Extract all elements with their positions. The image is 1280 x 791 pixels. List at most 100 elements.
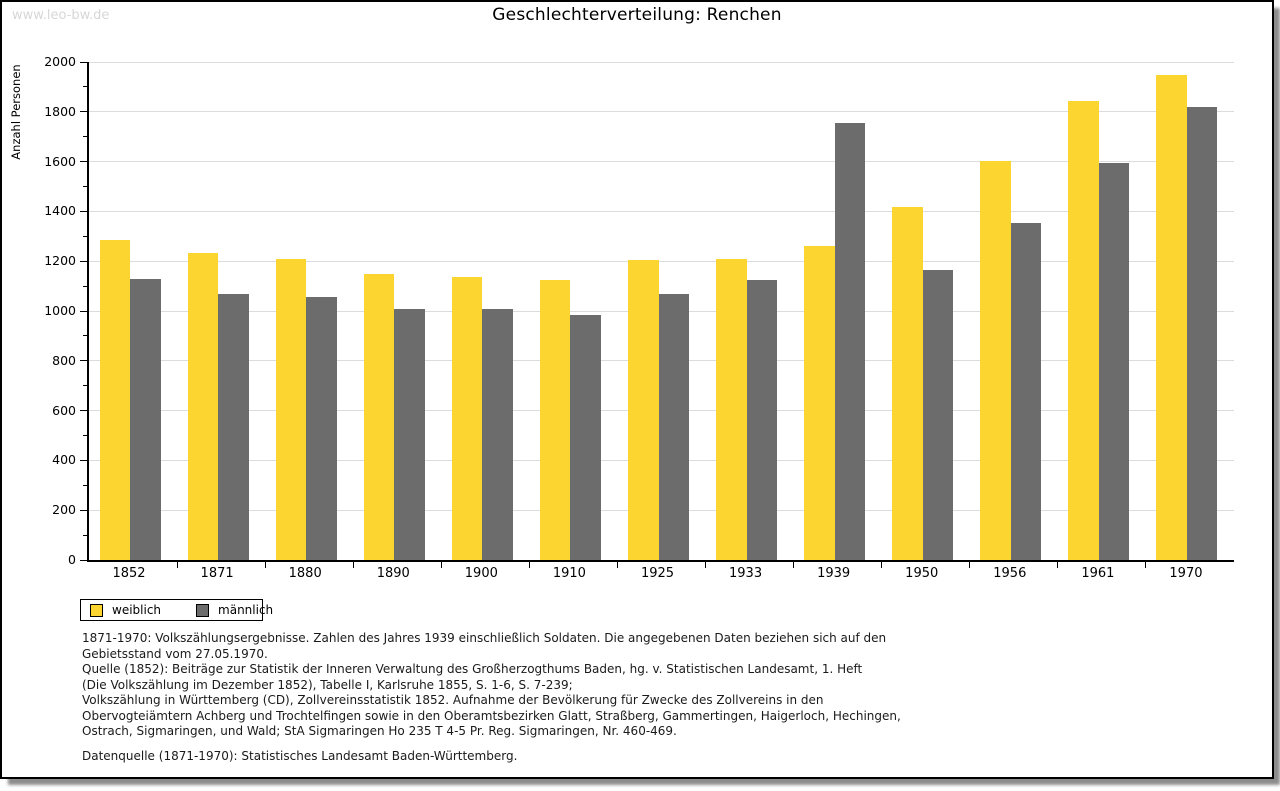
x-axis-label: 1950 [905,566,939,581]
x-axis-label: 1910 [552,566,586,581]
bar-maennlich-1933 [746,279,778,560]
footnote-line: Volkszählung in Württemberg (CD), Zollve… [82,693,824,707]
y-tick-minor [83,534,87,536]
footnote-line: (Die Volkszählung im Dezember 1852), Tab… [82,677,573,692]
bar-weiblich-1961 [1068,100,1099,560]
y-tick-label: 1400 [44,203,76,219]
bar-weiblich-1956 [980,161,1011,560]
x-axis-label: 1925 [640,566,675,581]
y-tick-minor [83,186,87,187]
y-tick-major [80,559,87,561]
bar-maennlich-1956 [1010,223,1042,560]
x-tick [176,562,178,568]
bar-maennlich-1871 [218,294,249,560]
bar-weiblich-1933 [716,259,747,560]
bar-weiblich-1852 [99,240,131,560]
datasource-line: Datenquelle (1871-1970): Statistisches L… [82,748,518,763]
y-tick-major [80,260,87,262]
y-tick-minor [83,86,87,88]
x-axis-label: 1871 [200,566,234,581]
y-gridline [89,210,1234,212]
x-axis-label: 1900 [464,566,498,581]
x-axis-label: 1880 [288,566,322,581]
x-axis-label: 1852 [112,566,146,581]
x-tick [1145,562,1147,568]
bar-maennlich-1961 [1098,163,1130,560]
y-gridline [89,61,1234,63]
x-axis-label: 1933 [729,566,763,581]
y-gridline [89,260,1234,262]
bar-weiblich-1871 [187,253,219,560]
y-tick-minor [83,335,87,337]
y-tick-label: 0 [68,552,76,567]
x-axis-label: 1956 [993,566,1027,581]
y-tick-minor [83,136,87,138]
y-tick-label: 1200 [44,253,76,269]
bar-weiblich-1900 [451,276,483,560]
y-tick-major [80,459,87,461]
bar-weiblich-1880 [275,258,307,560]
footnote-line: Ostrach, Sigmaringen, und Wald; StA Sigm… [82,724,677,738]
footnote-line: Obervogteiämtern Achberg und Trochtelfin… [82,708,901,723]
chart-title: Geschlechterverteilung: Renchen [492,5,782,25]
bar-weiblich-1925 [628,259,659,560]
bar-weiblich-1939 [804,246,835,560]
bar-maennlich-1950 [922,269,954,560]
x-tick [1057,562,1059,568]
footnote-line: Quelle (1852): Beiträge zur Statistik de… [82,662,863,676]
footnotes: 1871-1970: Volkszählungsergebnisse. Zahl… [82,631,942,764]
bar-weiblich-1910 [539,279,571,560]
y-tick-major [80,410,87,412]
x-tick [793,562,795,568]
y-tick-label: 200 [52,502,76,518]
bar-weiblich-1950 [892,206,923,560]
bar-maennlich-1970 [1186,107,1218,560]
y-tick-major [80,161,87,163]
y-tick-major [80,360,87,362]
bar-maennlich-1925 [658,294,689,560]
y-tick-label: 1600 [44,153,76,169]
x-tick [969,562,971,568]
x-axis-label: 1890 [376,566,410,581]
y-tick-major [80,210,87,212]
y-tick-minor [83,484,87,486]
bar-maennlich-1880 [306,297,337,560]
bar-maennlich-1910 [570,315,601,560]
y-tick-label: 800 [52,352,76,368]
y-tick-minor [83,235,87,237]
y-tick-label: 1000 [44,303,76,318]
x-axis-label: 1939 [817,566,851,581]
bar-weiblich-1970 [1156,74,1187,560]
footnote-line: Gebietsstand vom 27.05.1970. [82,646,268,661]
plot-area [87,61,1234,562]
x-tick [440,562,442,568]
y-tick-label: 2000 [44,54,76,69]
chart-canvas: www.leo-bw.de Geschlechterverteilung: Re… [2,2,1272,777]
footnote-line: 1871-1970: Volkszählungsergebnisse. Zahl… [82,631,887,645]
y-tick-minor [83,285,87,287]
y-tick-label: 400 [52,452,76,468]
y-tick-major [80,111,87,113]
y-tick-label: 1800 [44,103,76,119]
x-tick [881,562,883,568]
x-axis-label: 1961 [1081,566,1115,581]
x-tick [616,562,618,568]
bar-maennlich-1939 [834,123,866,560]
y-gridline [89,161,1234,163]
x-tick [528,562,530,568]
y-tick-major [80,509,87,511]
legend-swatch-maennlich [196,603,210,617]
y-tick-minor [83,385,87,387]
y-tick-major [80,310,87,312]
x-tick [264,562,266,568]
y-gridline [89,111,1234,113]
legend-label-maennlich: männlich [218,603,274,617]
y-tick-minor [83,435,87,436]
y-axis-title: Anzahl Personen [9,64,23,160]
legend: weiblich männlich [80,599,273,621]
bar-weiblich-1890 [363,273,395,560]
y-tick-major [80,61,87,63]
x-axis-label: 1970 [1169,566,1203,581]
watermark: www.leo-bw.de [12,8,110,23]
